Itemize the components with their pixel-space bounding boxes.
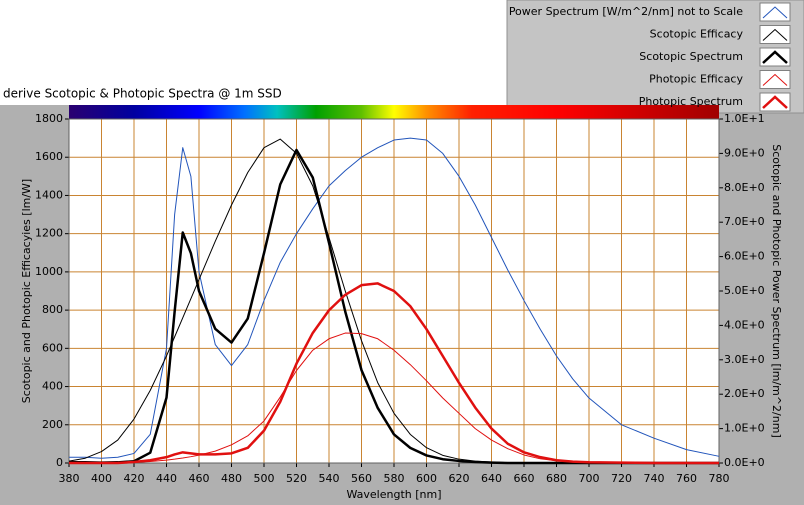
x-tick-label: 580	[384, 472, 405, 485]
y-tick-label: 600	[42, 341, 63, 354]
x-tick-label: 680	[546, 472, 567, 485]
legend-swatch-box	[759, 70, 791, 89]
y-tick-label: 0	[56, 456, 63, 469]
y-tick-label: 1200	[35, 227, 63, 240]
x-tick-label: 760	[676, 472, 697, 485]
header-area	[0, 0, 507, 105]
legend-box	[506, 0, 804, 114]
legend-label: Scotopic Spectrum	[639, 50, 743, 63]
legend-swatch-box	[759, 25, 791, 44]
y2-tick-label: 1.0E+1	[724, 112, 765, 125]
x-tick-label: 780	[709, 472, 730, 485]
legend-label: Power Spectrum [W/m^2/nm] not to Scale	[509, 5, 743, 18]
y-tick-label: 200	[42, 418, 63, 431]
y-axis-label: Scotopic and Photopic Efficacyies [lm/W]	[20, 179, 33, 403]
plot-frame	[68, 118, 720, 464]
legend-swatch-box	[759, 47, 791, 67]
legend-label: Photopic Spectrum	[639, 95, 743, 108]
y2-tick-label: 8.0E+0	[724, 181, 765, 194]
y-tick-label: 1600	[35, 150, 63, 163]
legend-swatch	[762, 6, 788, 19]
y2-tick-label: 1.0E+0	[724, 422, 765, 435]
x-tick-label: 720	[611, 472, 632, 485]
x-axis-label: Wavelength [nm]	[346, 488, 441, 501]
y-tick-label: 400	[42, 380, 63, 393]
x-tick-label: 640	[481, 472, 502, 485]
legend-label: Scotopic Efficacy	[650, 28, 744, 41]
y-tick-label: 1800	[35, 112, 63, 125]
legend-swatch	[762, 73, 788, 86]
legend-label: Photopic Efficacy	[649, 73, 743, 86]
x-tick-label: 560	[351, 472, 372, 485]
y2-tick-label: 2.0E+0	[724, 387, 765, 400]
x-tick-label: 740	[644, 472, 665, 485]
y-tick-label: 1400	[35, 188, 63, 201]
x-tick-label: 480	[221, 472, 242, 485]
y2-tick-label: 6.0E+0	[724, 250, 765, 263]
y2-tick-label: 3.0E+0	[724, 353, 765, 366]
legend-swatch-box	[759, 92, 791, 112]
x-tick-label: 520	[286, 472, 307, 485]
y-tick-label: 800	[42, 303, 63, 316]
legend-swatch	[762, 28, 788, 41]
x-tick-label: 600	[416, 472, 437, 485]
chart-title: derive Scotopic & Photopic Spectra @ 1m …	[3, 87, 282, 101]
legend-swatch	[762, 95, 788, 109]
spectrum-bar	[69, 105, 719, 119]
x-tick-label: 420	[124, 472, 145, 485]
y2-tick-label: 7.0E+0	[724, 215, 765, 228]
series-line	[69, 137, 720, 459]
x-tick-label: 400	[91, 472, 112, 485]
legend-swatch-box	[759, 2, 791, 22]
series-line	[69, 282, 719, 465]
legend-swatch	[762, 50, 788, 64]
x-tick-label: 660	[514, 472, 535, 485]
x-tick-label: 700	[579, 472, 600, 485]
y2-tick-label: 9.0E+0	[724, 146, 765, 159]
y2-axis-label: Scotopic and Photopic Power Spectrum [lm…	[770, 144, 783, 437]
series-line	[69, 148, 719, 465]
y2-tick-label: 5.0E+0	[724, 284, 765, 297]
x-tick-label: 540	[319, 472, 340, 485]
x-tick-label: 440	[156, 472, 177, 485]
y2-tick-label: 0.0E+0	[724, 456, 765, 469]
y-tick-label: 1000	[35, 265, 63, 278]
x-tick-label: 460	[189, 472, 210, 485]
x-tick-label: 500	[254, 472, 275, 485]
y2-tick-label: 4.0E+0	[724, 318, 765, 331]
x-tick-label: 380	[59, 472, 80, 485]
x-tick-label: 620	[449, 472, 470, 485]
